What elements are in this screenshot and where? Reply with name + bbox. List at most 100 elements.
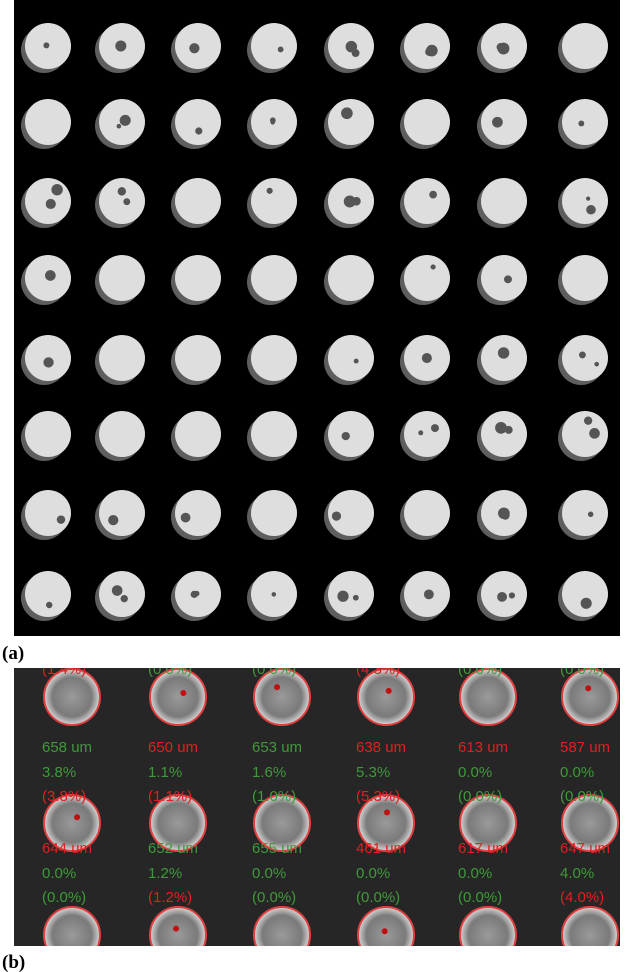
particle [175,99,221,145]
percent-label: 1.6% [252,764,286,781]
defect-spot [181,513,191,523]
particle [328,571,374,617]
corrected-label: (0.0%) [252,889,296,906]
defect-spot [46,199,56,209]
defect-mark [274,684,280,690]
particle [99,335,145,381]
defect-spot [43,357,53,367]
defect-spot [271,120,275,124]
cell [150,907,206,963]
size-label: 638 um [356,739,406,756]
cropped-label: (0.0%) [458,661,502,678]
defect-spot [112,585,123,596]
defect-spot [337,591,348,602]
percent-label: 0.0% [42,865,76,882]
cropped-label: (1.4%) [42,661,86,678]
particle [404,99,450,145]
defect-spot [346,41,358,53]
corrected-label: (0.0%) [458,788,502,805]
percent-label: 3.8% [42,764,76,781]
defect-mark [585,685,591,691]
defect-spot [498,347,509,358]
defect-spot [121,595,128,602]
particle [251,490,297,536]
particle [25,99,71,145]
particle [404,411,450,457]
particle [99,255,145,301]
cell [254,907,310,963]
percent-label: 0.0% [560,764,594,781]
particle [562,23,608,69]
particle [562,335,608,381]
size-label: 617 um [458,840,508,857]
defect-spot [57,515,65,523]
defect-spot [578,121,584,127]
corrected-label: (0.0%) [560,788,604,805]
corrected-label: (3.8%) [42,788,86,805]
defect-spot [120,115,131,126]
cell [460,907,516,963]
percent-label: 1.1% [148,764,182,781]
size-label: 644 um [42,840,92,857]
particle [481,411,527,457]
defect-spot [422,353,432,363]
defect-spot [195,127,202,134]
defect-spot [115,40,126,51]
size-label: 613 um [458,739,508,756]
defect-spot [589,428,600,439]
cropped-label: (0.0%) [252,661,296,678]
particle [562,99,608,145]
percent-label: 0.0% [252,865,286,882]
particle [328,411,374,457]
percent-label: 4.0% [560,865,594,882]
defect-spot [594,362,599,367]
defect-spot [189,43,199,53]
particle [251,411,297,457]
corrected-label: (1.2%) [148,889,192,906]
corrected-label: (1.1%) [148,788,192,805]
particle [562,411,608,457]
defect-spot [45,270,56,281]
defect-spot [579,351,586,358]
particle [481,99,527,145]
cell [562,907,618,963]
particle [404,23,450,69]
particle [404,255,450,301]
particle [25,571,71,617]
defect-spot [342,432,350,440]
defect-spot [581,598,592,609]
particle [99,571,145,617]
particle [25,411,71,457]
particle [562,490,608,536]
figure: (a) (1.4%)(0.0%)(0.0%)(4.3%)(0.0%)(0.0%)… [0,0,638,972]
cropped-label: (0.0%) [148,661,192,678]
size-label: 650 um [148,739,198,756]
particle [404,490,450,536]
defect-spot [51,184,62,195]
particle [328,255,374,301]
particle [99,411,145,457]
particle [481,255,527,301]
cropped-label: (4.3%) [356,661,400,678]
defect-spot [505,426,513,434]
particle [251,23,297,69]
defect-spot [108,515,118,525]
particle [175,335,221,381]
defect-mark [382,928,388,934]
defect-spot [425,48,433,56]
size-label: 653 um [252,739,302,756]
panel-a-image [14,0,620,636]
defect-spot [332,511,341,520]
defect-spot [497,592,507,602]
particle [175,490,221,536]
defect-spot [118,187,126,195]
defect-mark [180,690,186,696]
corrected-label: (0.0%) [42,889,86,906]
particle [562,178,608,224]
particle [251,255,297,301]
defect-spot [497,43,505,51]
defect-mark [386,688,392,694]
panel-b-image [14,668,620,946]
percent-label: 5.3% [356,764,390,781]
corrected-label: (5.3%) [356,788,400,805]
